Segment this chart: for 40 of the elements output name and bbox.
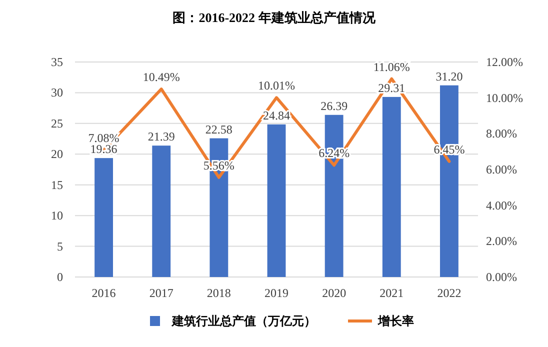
- data-label: 6.24%: [318, 146, 350, 160]
- x-tick-label: 2022: [437, 286, 462, 300]
- data-label: 10.01%: [258, 78, 295, 93]
- data-label: 21.39: [148, 130, 175, 144]
- bar: [94, 158, 113, 277]
- y-tick-label: 10: [51, 208, 63, 223]
- y-tick-label: 5: [57, 239, 63, 254]
- legend-label: 建筑行业总产值（万亿元）: [171, 314, 316, 328]
- x-tick-label: 2018: [206, 286, 231, 300]
- x-tick-label: 2017: [149, 286, 174, 300]
- y2-tick-label: 4.00%: [486, 198, 517, 212]
- y-tick-label: 20: [51, 147, 63, 162]
- data-label: 31.20: [436, 69, 463, 84]
- chart-title: 图：2016-2022 年建筑业总产值情况: [172, 10, 376, 25]
- data-label: 26.39: [320, 98, 348, 113]
- bar: [267, 124, 286, 277]
- data-label: 22.58: [205, 122, 232, 136]
- data-label: 24.84: [263, 108, 290, 122]
- y2-tick-label: 12.00%: [486, 55, 523, 69]
- legend-label: 增长率: [377, 314, 414, 328]
- y2-tick-label: 10.00%: [486, 90, 523, 105]
- bar: [382, 96, 401, 277]
- x-tick-label: 2019: [264, 286, 288, 300]
- y-tick-label: 35: [51, 55, 63, 69]
- data-label: 10.49%: [142, 70, 180, 84]
- y-tick-label: 30: [51, 86, 63, 100]
- bar: [152, 146, 171, 277]
- y2-tick-label: 6.00%: [486, 162, 517, 176]
- y-tick-label: 15: [51, 178, 63, 192]
- y-tick-label: 0: [57, 270, 63, 284]
- x-tick-label: 2016: [92, 286, 116, 300]
- data-label: 11.06%: [373, 60, 410, 74]
- y2-tick-label: 0.00%: [486, 270, 517, 284]
- y-tick-label: 25: [51, 116, 63, 130]
- x-tick-label: 2021: [380, 286, 404, 300]
- data-label: 5.56%: [203, 158, 234, 172]
- x-tick-label: 2020: [322, 286, 346, 300]
- y2-tick-label: 2.00%: [486, 234, 517, 248]
- y2-tick-label: 8.00%: [486, 126, 517, 141]
- data-label: 19.36: [90, 142, 118, 156]
